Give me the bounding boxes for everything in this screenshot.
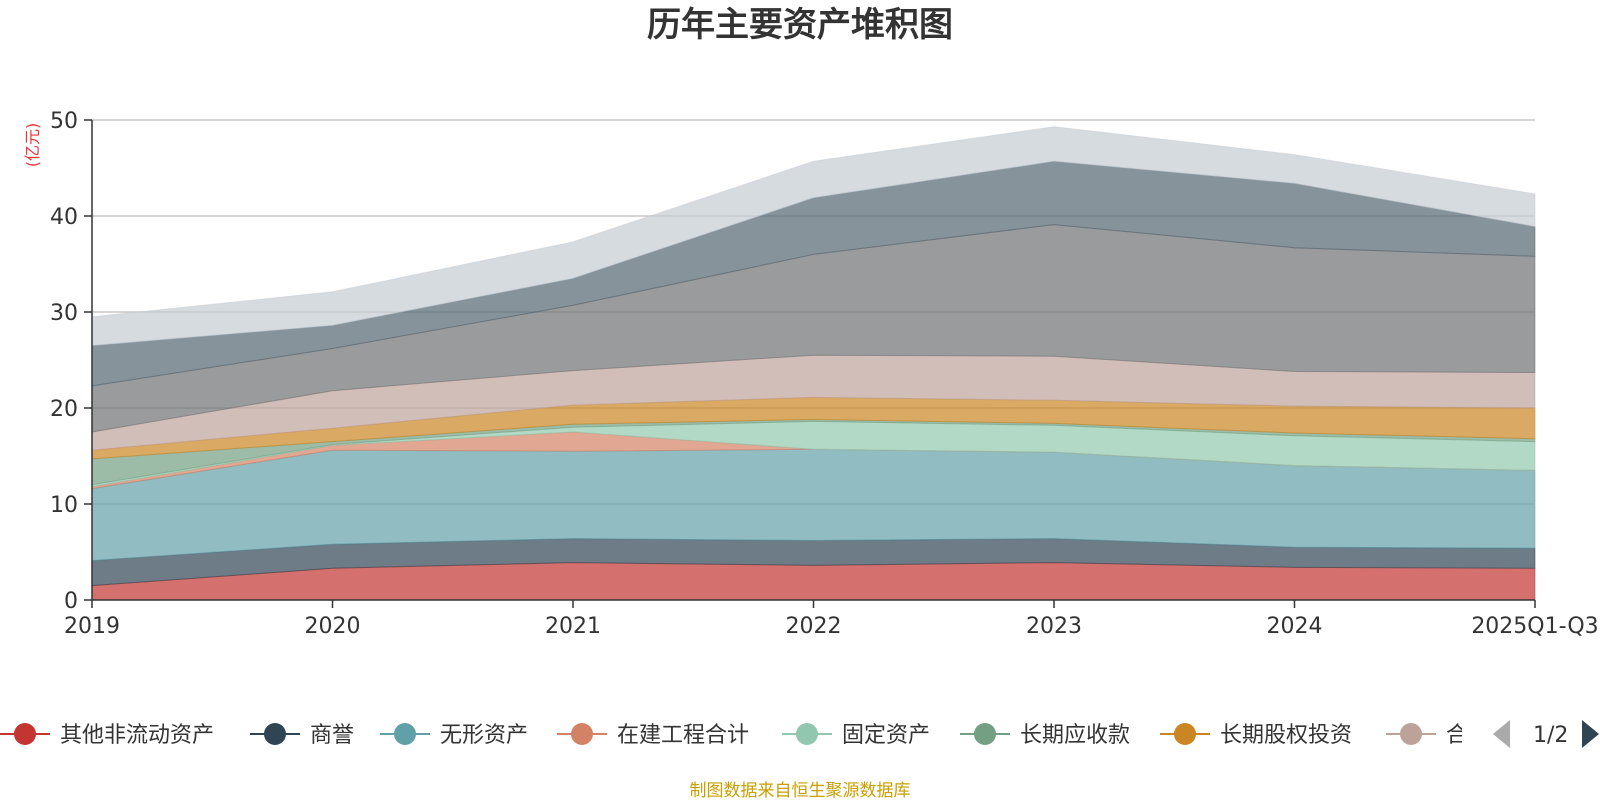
x-tick-label: 2020 [305, 614, 361, 639]
legend-prev-page-icon[interactable] [1493, 720, 1510, 748]
legend-marker [1400, 723, 1422, 745]
legend-label: 无形资产 [440, 723, 528, 748]
legend-next-page-icon[interactable] [1582, 720, 1599, 748]
area-11 [91, 126, 1536, 347]
x-tick-label: 2021 [545, 614, 601, 639]
y-tick-label: 10 [50, 493, 78, 518]
legend-item[interactable]: 长期股权投资 [1160, 723, 1352, 748]
legend-marker [796, 723, 818, 745]
chart-title: 历年主要资产堆积图 [647, 5, 953, 45]
legend-label: 在建工程合计 [617, 723, 749, 748]
x-tick-label: 2019 [64, 614, 120, 639]
legend-marker [14, 723, 36, 745]
x-tick-label: 2023 [1026, 614, 1082, 639]
legend-page-indicator: 1/2 [1533, 723, 1568, 748]
x-tick-label: 2025Q1-Q3 [1471, 614, 1598, 639]
area-series [91, 126, 1536, 601]
legend: 其他非流动资产商誉无形资产在建工程合计固定资产长期应收款长期股权投资合同资产1/… [0, 712, 1600, 756]
legend-item[interactable]: 商誉 [250, 723, 354, 748]
source-note: 制图数据来自恒生聚源数据库 [690, 781, 911, 800]
legend-label: 长期应收款 [1020, 723, 1130, 748]
legend-marker [264, 723, 286, 745]
legend-label: 其他非流动资产 [60, 723, 214, 748]
y-tick-label: 50 [50, 109, 78, 134]
legend-marker [974, 723, 996, 745]
axes: 0 10 20 30 40 50 2019 2020 2021 2022 2023 2024 2025Q… [50, 109, 1599, 639]
legend-marker [1174, 723, 1196, 745]
legend-item[interactable]: 无形资产 [380, 723, 528, 748]
legend-clip-mask [1462, 712, 1600, 756]
y-tick-label: 0 [64, 589, 78, 614]
legend-item[interactable]: 在建工程合计 [557, 723, 749, 748]
y-tick-label: 40 [50, 205, 78, 230]
legend-marker [394, 723, 416, 745]
x-tick-label: 2022 [786, 614, 842, 639]
y-tick-label: 30 [50, 301, 78, 326]
legend-item[interactable]: 其他非流动资产 [0, 723, 214, 748]
x-tick-label: 2024 [1267, 614, 1323, 639]
legend-item[interactable]: 固定资产 [782, 723, 930, 748]
y-tick-label: 20 [50, 397, 78, 422]
legend-label: 商誉 [310, 723, 354, 748]
legend-label: 固定资产 [842, 723, 930, 748]
legend-marker [571, 723, 593, 745]
y-axis-label: (亿元) [23, 123, 42, 168]
legend-item[interactable]: 长期应收款 [960, 723, 1130, 748]
legend-label: 长期股权投资 [1220, 723, 1352, 748]
